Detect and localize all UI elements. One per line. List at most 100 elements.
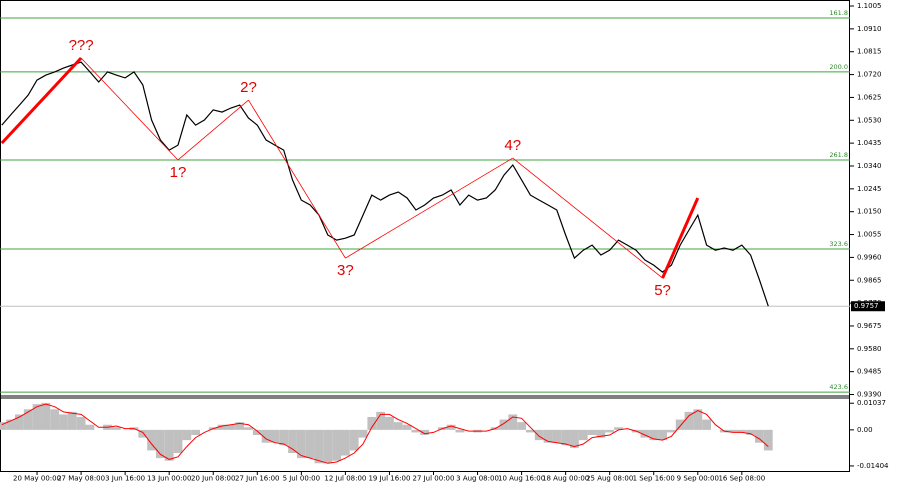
osc-bar: [332, 429, 341, 461]
osc-bar: [649, 429, 659, 441]
y-tick-label: 1.0530: [857, 116, 882, 124]
osc-bar: [658, 429, 667, 441]
osc-bar: [155, 429, 165, 459]
osc-bar: [41, 402, 51, 430]
current-price-box: [851, 301, 885, 312]
plot-frame: [0, 0, 850, 472]
osc-bar: [455, 429, 465, 433]
osc-bar: [349, 429, 359, 451]
x-tick-label: 3 Jun 16:00: [105, 475, 145, 483]
osc-bar: [693, 409, 703, 430]
osc-bar: [23, 409, 33, 430]
osc-bar: [746, 429, 756, 435]
osc-bar: [640, 429, 650, 438]
osc-tick-label: 0.01037: [857, 399, 886, 407]
y-tick-label: 1.0815: [857, 48, 882, 56]
y-tick-label: 0.9865: [857, 276, 882, 284]
osc-bar: [50, 409, 60, 430]
osc-bar: [191, 429, 201, 435]
level-label: 200.0: [829, 63, 848, 71]
x-tick-label: 10 Aug 16:00: [498, 475, 545, 483]
osc-bar: [147, 429, 156, 451]
osc-bar: [763, 429, 773, 451]
x-tick-label: 13 Jun 00:00: [147, 475, 191, 483]
wave-segment: [345, 157, 513, 259]
wave-segment: [512, 157, 663, 279]
osc-bar: [517, 422, 526, 430]
wave-segment: [177, 99, 249, 161]
osc-bar: [684, 411, 694, 430]
y-tick-label: 1.0625: [857, 93, 882, 101]
osc-bar: [85, 424, 95, 430]
osc-bar: [596, 429, 606, 438]
x-tick-label: 20 May 00:00: [13, 475, 61, 483]
x-tick-label: 16 Sep 08:00: [718, 475, 765, 483]
osc-bar: [296, 429, 306, 459]
price-line: [1, 61, 769, 307]
x-tick-label: 20 Jun 08:00: [191, 475, 235, 483]
osc-bar: [32, 404, 42, 430]
level-label: 423.6: [829, 383, 848, 391]
x-tick-label: 9 Sep 00:00: [677, 475, 719, 483]
osc-bar: [543, 429, 553, 443]
y-tick-label: 0.9580: [857, 345, 882, 353]
osc-bar: [252, 429, 262, 435]
y-tick-label: 0.9485: [857, 368, 882, 376]
wave-label: 3?: [337, 262, 354, 279]
osc-bar: [244, 427, 253, 430]
osc-bar: [15, 414, 24, 430]
y-tick-label: 1.0150: [857, 208, 882, 216]
y-tick-label: 1.0435: [857, 139, 882, 147]
wave-label: ???: [69, 37, 94, 54]
y-tick-label: 0.9960: [857, 253, 882, 261]
x-tick-label: 3 Aug 08:00: [456, 475, 499, 483]
osc-bar: [235, 422, 245, 430]
wave-label: 4?: [504, 137, 521, 154]
osc-bar: [675, 419, 685, 430]
osc-bar: [385, 417, 394, 430]
osc-bar: [578, 429, 588, 441]
osc-bar: [737, 429, 747, 433]
wave-label: 2?: [240, 79, 257, 96]
x-tick-label: 27 Jul 00:00: [412, 475, 454, 483]
osc-bar: [605, 429, 615, 433]
x-tick-label: 25 Aug 08:00: [586, 475, 633, 483]
osc-bar: [552, 429, 562, 443]
wave-label: 5?: [654, 282, 671, 299]
osc-bar: [755, 429, 764, 443]
osc-bar: [323, 429, 333, 464]
osc-bar: [376, 411, 386, 430]
osc-tick-label: -0.01404: [857, 462, 889, 470]
osc-bar: [525, 429, 535, 433]
x-tick-label: 18 Aug 00:00: [542, 475, 589, 483]
current-price-label: 0.9757: [854, 302, 879, 310]
osc-bar: [587, 429, 597, 435]
x-tick-label: 5 Jul 00:00: [283, 475, 321, 483]
osc-bar: [182, 429, 192, 441]
osc-bar: [728, 429, 738, 433]
osc-bar: [164, 429, 174, 461]
osc-bar: [0, 422, 7, 430]
osc-bar: [420, 429, 430, 435]
osc-bar: [411, 429, 421, 433]
wave-segment: [661, 197, 700, 279]
y-tick-label: 0.9675: [857, 322, 882, 330]
osc-bar: [393, 422, 403, 430]
osc-bar: [59, 414, 68, 430]
wave-segment: [0, 56, 83, 145]
osc-bar: [314, 429, 324, 464]
osc-bar: [261, 429, 271, 443]
osc-bar: [279, 429, 289, 446]
osc-bar: [402, 424, 412, 430]
osc-bar: [111, 427, 121, 430]
y-tick-label: 0.9390: [857, 391, 882, 399]
x-tick-label: 1 Sep 16:00: [633, 475, 675, 483]
osc-bar: [226, 424, 236, 430]
osc-bar: [561, 429, 571, 446]
level-label: 161.8: [829, 9, 848, 17]
osc-bar: [702, 419, 712, 430]
osc-signal-line: [1, 403, 769, 464]
osc-bar: [499, 419, 509, 430]
